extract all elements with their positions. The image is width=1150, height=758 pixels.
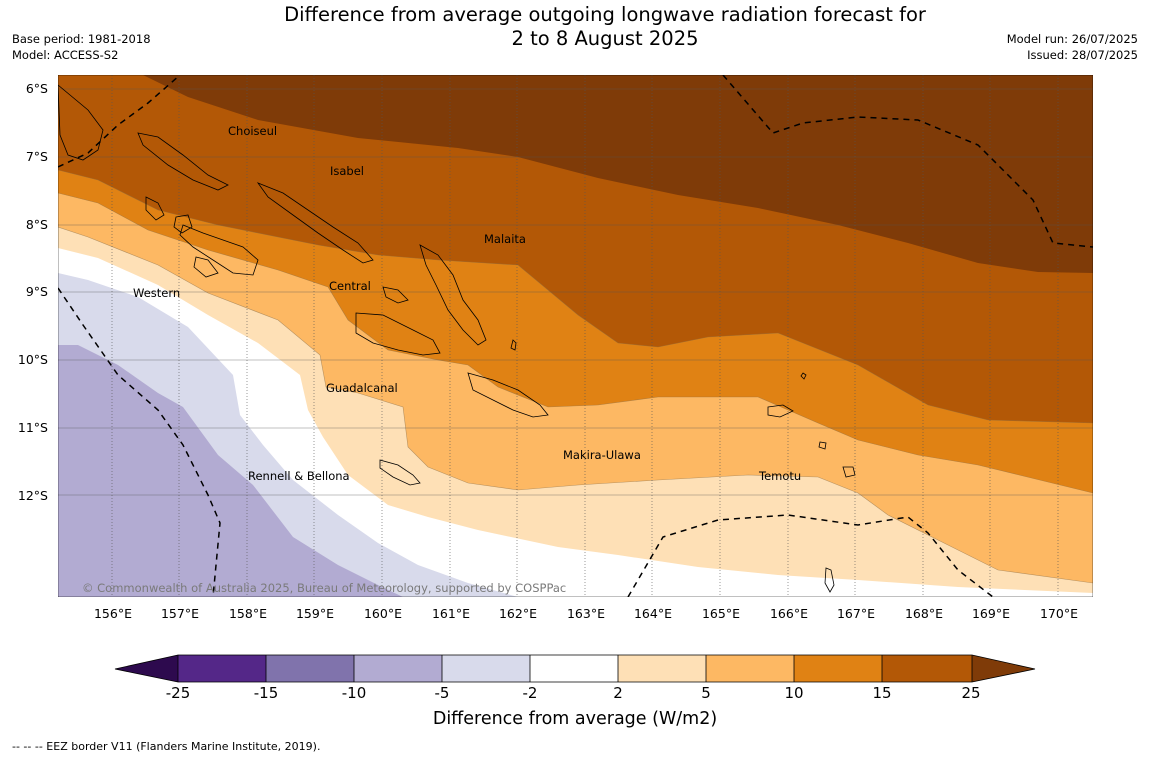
island-makira (467, 372, 549, 418)
lon-label-157e: 157°E (160, 606, 199, 621)
colorbar-tick-p25: 25 (961, 684, 981, 702)
colorbar-tick-m5: -5 (434, 684, 450, 702)
lat-label-12s: 12°S (17, 488, 48, 503)
island-rendova (193, 256, 219, 278)
colorbar-tick-p10: 10 (784, 684, 804, 702)
lat-label-10s: 10°S (17, 352, 48, 367)
lon-label-164e: 164°E (633, 606, 672, 621)
colorbar-arrow-above (972, 655, 1035, 682)
lon-label-163e: 163°E (566, 606, 605, 621)
map-title: Difference from average outgoing longwav… (225, 3, 985, 51)
contour-lines (58, 169, 1093, 584)
colorbar-arrow-below (115, 655, 178, 682)
lon-label-169e: 169°E (971, 606, 1010, 621)
colorbar-swatch-p2-p5 (618, 655, 706, 682)
lat-label-11s: 11°S (17, 420, 48, 435)
island-small-1 (818, 441, 827, 450)
lat-label-7s: 7°S (25, 149, 48, 164)
lon-label-166e: 166°E (769, 606, 808, 621)
eez-border (58, 75, 1093, 597)
lon-label-168e: 168°E (904, 606, 943, 621)
label-rennell-bellona: Rennell & Bellona (248, 469, 350, 483)
colorbar-swatch-m10-m5 (354, 655, 442, 682)
island-guadalcanal (355, 312, 441, 356)
island-florida (382, 286, 409, 304)
lat-label-6s: 6°S (25, 81, 48, 96)
lon-label-161e: 161°E (431, 606, 470, 621)
lat-label-9s: 9°S (25, 284, 48, 299)
base-period: Base period: 1981-2018 (12, 32, 151, 46)
label-guadalcanal: Guadalcanal (326, 381, 398, 395)
lon-label-159e: 159°E (295, 606, 334, 621)
graticule (111, 75, 1059, 597)
lon-label-167e: 167°E (836, 606, 875, 621)
island-isabel (256, 182, 374, 264)
island-small-4 (800, 372, 807, 380)
colorbar-tick-m25: -25 (165, 684, 191, 702)
meta-left: Base period: 1981-2018 Model: ACCESS-S2 (12, 31, 151, 63)
lat-label-8s: 8°S (25, 217, 48, 232)
model-run: Model run: 26/07/2025 (1006, 32, 1138, 46)
copyright-notice: © Commonwealth of Australia 2025, Bureau… (82, 581, 567, 595)
island-vella (145, 196, 165, 221)
issued-date: Issued: 28/07/2025 (1027, 48, 1138, 62)
island-new-georgia (179, 224, 259, 276)
island-malaita (419, 244, 487, 346)
island-santa-cruz (767, 404, 794, 418)
colorbar-swatch-p15-p25 (882, 655, 972, 682)
label-isabel: Isabel (330, 164, 365, 178)
lon-label-156e: 156°E (93, 606, 132, 621)
island-choiseul (137, 132, 229, 191)
island-small-3 (510, 339, 517, 351)
olr-anomaly-map (58, 75, 1093, 597)
colorbar-tick-m2: -2 (522, 684, 538, 702)
colorbar-swatch-m15-m10 (266, 655, 354, 682)
colorbar-swatch-p10-p15 (794, 655, 882, 682)
island-vanikoro (842, 466, 856, 478)
island-bougainville (58, 84, 104, 161)
label-temotu: Temotu (759, 469, 802, 483)
colorbar-swatch-p5-p10 (706, 655, 794, 682)
colorbar-swatch-m2-p2 (530, 655, 618, 682)
lon-label-160e: 160°E (363, 606, 402, 621)
colorbar-tick-p5: 5 (701, 684, 711, 702)
lon-label-170e: 170°E (1039, 606, 1078, 621)
island-kolombangara (173, 214, 193, 234)
colorbar-tick-m15: -15 (253, 684, 279, 702)
colorbar-swatch-m25-m15 (178, 655, 266, 682)
coastlines (58, 84, 856, 593)
band-m10-m5 (58, 345, 403, 597)
lon-label-158e: 158°E (228, 606, 267, 621)
colorbar (114, 654, 1036, 683)
label-malaita: Malaita (484, 232, 526, 246)
colorbar-tick-p2: 2 (613, 684, 623, 702)
island-small-2 (824, 567, 835, 593)
colorbar-dividers (177, 655, 973, 682)
label-makira-ulawa: Makira-Ulawa (563, 448, 641, 462)
label-western: Western (133, 286, 181, 300)
title-line-2: 2 to 8 August 2025 (511, 27, 699, 50)
colorbar-tick-m10: -10 (341, 684, 367, 702)
title-line-1: Difference from average outgoing longwav… (284, 3, 926, 26)
eez-footnote: -- -- -- EEZ border V11 (Flanders Marine… (12, 740, 321, 753)
meta-right: Model run: 26/07/2025 Issued: 28/07/2025 (1007, 31, 1138, 63)
colorbar-title: Difference from average (W/m2) (432, 709, 718, 729)
island-rennell (379, 459, 421, 486)
lon-label-162e: 162°E (498, 606, 537, 621)
colorbar-swatch-m5-m2 (442, 655, 530, 682)
model-name: Model: ACCESS-S2 (12, 48, 119, 62)
label-choiseul: Choiseul (228, 124, 278, 138)
lon-label-165e: 165°E (701, 606, 740, 621)
latitude-lines (58, 88, 1093, 496)
colorbar-tick-p15: 15 (872, 684, 892, 702)
label-central: Central (329, 279, 371, 293)
